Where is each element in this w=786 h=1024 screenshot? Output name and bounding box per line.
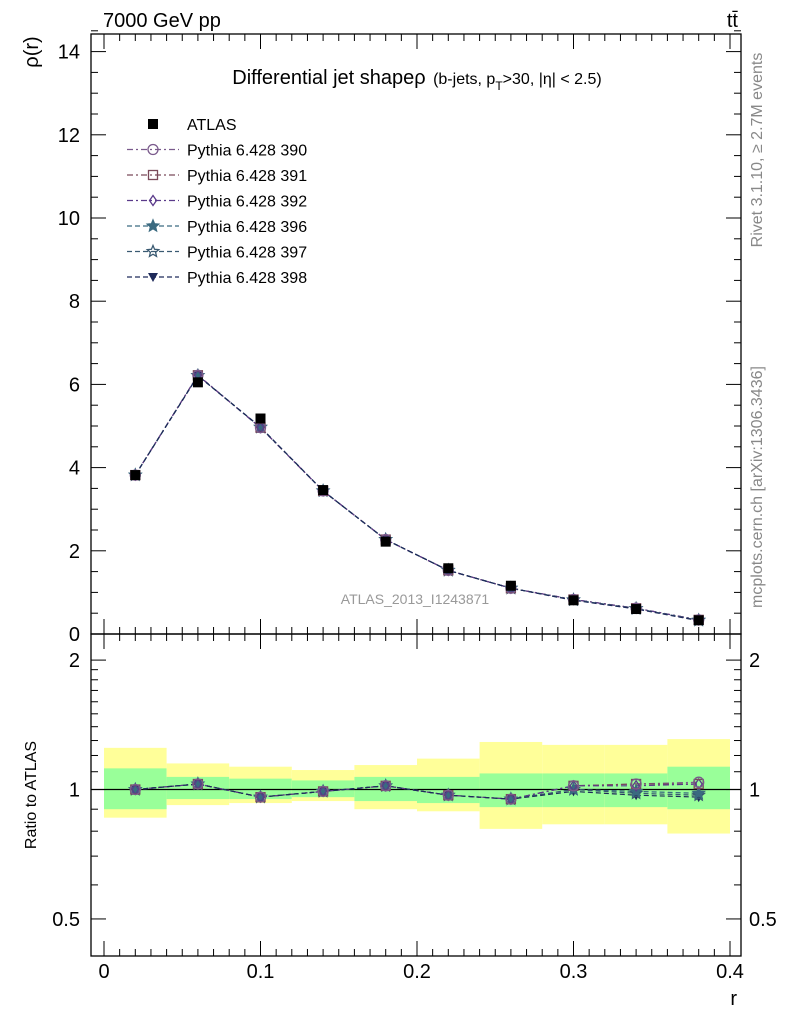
analysis-watermark: ATLAS_2013_I1243871	[341, 591, 490, 607]
main-y-tick-label: 10	[58, 208, 80, 230]
legend-label-4: Pythia 6.428 396	[187, 219, 307, 236]
x-axis-label: r	[730, 988, 737, 1010]
process-label: tt̄	[727, 10, 739, 32]
ratio-point-s3-9	[691, 785, 707, 800]
main-point-s0-4	[380, 536, 391, 547]
legend-marker-5	[145, 243, 161, 258]
ratio-point-s0-8	[630, 778, 642, 790]
ratio-plot-frame	[90, 633, 742, 957]
x-tick-label: 0.1	[247, 961, 275, 983]
ratio-point-s0-2	[254, 791, 267, 803]
ratio-y-tick-label-left: 2	[69, 650, 80, 672]
legend-marker-1	[147, 143, 159, 156]
main-line-series-6	[134, 374, 699, 622]
legend-label-0: ATLAS	[187, 117, 237, 134]
main-line-series-1	[134, 374, 699, 621]
main-y-tick-label: 0	[69, 624, 80, 646]
ratio-point-s0-4	[380, 780, 392, 792]
main-line-series-3	[134, 374, 699, 621]
legend-marker-2	[147, 169, 159, 181]
mcplots-label: mcplots.cern.ch [arXiv:1306.3436]	[749, 366, 766, 608]
ratio-y-tick-label-right: 1	[749, 780, 760, 802]
collision-label: 7000 GeV pp	[103, 10, 221, 32]
main-y-tick-label: 14	[58, 42, 80, 64]
ratio-y-axis-label: Ratio to ATLAS	[23, 741, 40, 849]
ratio-series-lines	[135, 781, 699, 800]
ratio-point-s0-6	[505, 793, 517, 805]
x-tick-label: 0	[98, 961, 109, 983]
main-y-tick-label: 12	[58, 125, 80, 147]
x-tick-label: 0.2	[403, 961, 431, 983]
legend-marker-4	[145, 218, 161, 233]
main-line-series-4	[134, 374, 699, 621]
main-y-tick-label: 4	[69, 458, 80, 480]
ratio-point-s0-9	[693, 776, 705, 788]
ratio-point-s0-0	[129, 783, 141, 796]
main-point-s0-9	[693, 615, 704, 626]
main-y-tick-label: 6	[69, 374, 80, 396]
main-point-s0-3	[318, 485, 329, 496]
ratio-point-s0-3	[317, 785, 329, 798]
inner-band-2	[229, 778, 292, 800]
main-series-markers	[127, 367, 707, 627]
ratio-point-s0-5	[442, 789, 454, 801]
main-point-s0-7	[568, 595, 579, 606]
ratio-point-s0-1	[192, 778, 204, 790]
legend-label-1: Pythia 6.428 390	[187, 143, 307, 160]
legend-marker-6	[148, 273, 158, 282]
main-point-s0-5	[443, 563, 454, 574]
ratio-series-markers	[127, 776, 707, 806]
main-point-s0-2	[255, 413, 266, 424]
main-point-s0-6	[505, 580, 516, 591]
legend-label-3: Pythia 6.428 392	[187, 194, 307, 211]
main-y-tick-label: 2	[69, 541, 80, 563]
legend-label-5: Pythia 6.428 397	[187, 245, 307, 262]
ratio-line-series-5	[135, 783, 699, 800]
main-line-series-5	[134, 374, 699, 621]
main-point-s0-0	[130, 470, 141, 481]
legend-label-6: Pythia 6.428 398	[187, 270, 307, 287]
ratio-y-tick-label-right: 0.5	[749, 909, 777, 931]
main-series-lines	[134, 374, 699, 622]
x-tick-label: 0.3	[560, 961, 588, 983]
x-tick-label: 0.4	[716, 961, 744, 983]
main-point-s0-1	[192, 377, 203, 388]
main-y-tick-label: 8	[69, 291, 80, 313]
legend-marker-3	[148, 194, 158, 207]
legend: ATLAS Pythia 6.428 390 Pythia 6.428 391 Pyt…	[127, 117, 307, 287]
main-point-s0-8	[631, 604, 642, 615]
rivet-version-label: Rivet 3.1.10, ≥ 2.7M events	[749, 53, 766, 248]
ratio-y-tick-label-left: 1	[69, 780, 80, 802]
legend-label-2: Pythia 6.428 391	[187, 168, 307, 185]
ratio-point-s0-7	[567, 780, 580, 792]
legend-marker-0	[148, 119, 158, 129]
ratio-y-tick-label-right: 2	[749, 650, 760, 672]
ratio-y-tick-label-left: 0.5	[52, 909, 80, 931]
main-y-axis-label: ρ(r)	[21, 36, 43, 67]
main-line-series-2	[134, 374, 699, 621]
ratio-point-s2-8	[631, 779, 641, 792]
plot-title: Differential jet shapeρ (b-jets, pT>30, …	[232, 67, 601, 93]
